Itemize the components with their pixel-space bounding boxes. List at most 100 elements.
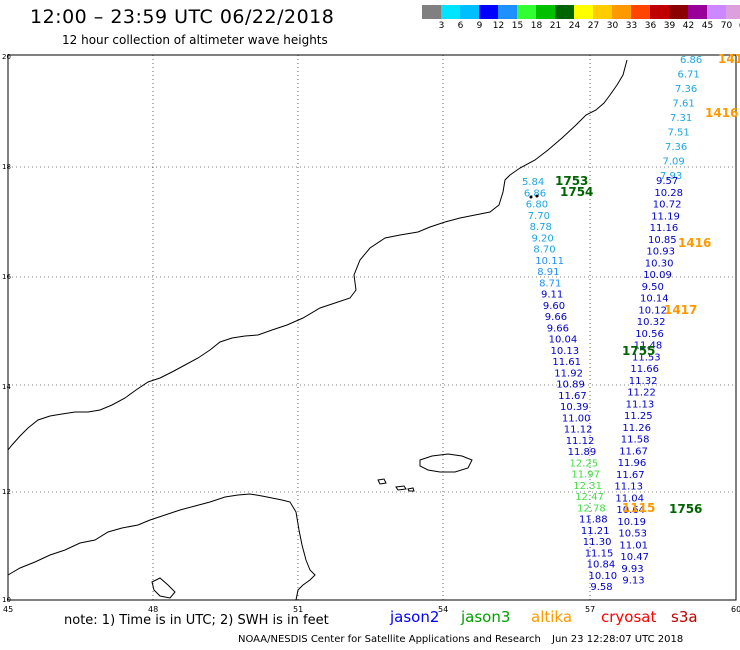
legend-label: 6 xyxy=(457,21,464,31)
wave-height-label: 11.32 xyxy=(629,376,658,387)
color-legend xyxy=(422,5,740,19)
wave-height-label: 7.93 xyxy=(660,171,682,182)
legend-swatch xyxy=(669,5,688,19)
legend-label: 42 xyxy=(682,21,695,31)
y-tick-label: 12 xyxy=(2,488,11,496)
wave-height-label: 10.14 xyxy=(640,294,669,305)
wave-height-label: 11.26 xyxy=(622,423,651,434)
wave-height-label: 11.00 xyxy=(562,413,591,424)
observation-time-label: 1417 xyxy=(664,303,697,317)
legend-label: 24 xyxy=(568,21,581,31)
wave-height-label: 11.58 xyxy=(621,435,650,446)
y-tick-label: 10 xyxy=(2,596,11,604)
observation-time-label: 1416 xyxy=(705,106,738,120)
legend-label: 18 xyxy=(530,21,543,31)
observation-time-label: 1753 xyxy=(555,174,588,188)
wave-height-label: 9.13 xyxy=(622,576,644,587)
wave-height-label: 9.66 xyxy=(545,312,567,323)
legend-swatch xyxy=(574,5,593,19)
legend-label: 30 xyxy=(606,21,619,31)
x-tick-label: 45 xyxy=(3,605,13,614)
wave-height-label: 8.71 xyxy=(539,278,561,289)
sat-label-cryosat: cryosat xyxy=(601,608,657,626)
wave-height-label: 6.80 xyxy=(526,200,548,211)
wave-height-label: 10.64 xyxy=(616,505,645,516)
wave-height-label: 10.12 xyxy=(638,305,667,316)
wave-height-label: 9.50 xyxy=(642,282,664,293)
wave-height-label: 10.30 xyxy=(645,258,674,269)
legend-swatch xyxy=(479,5,498,19)
track-point xyxy=(535,194,539,198)
wave-height-label: 11.67 xyxy=(619,446,648,457)
wave-height-label: 10.28 xyxy=(654,188,683,199)
wave-height-label: 10.11 xyxy=(535,256,564,267)
wave-height-label: 12.25 xyxy=(570,458,599,469)
coastline-south xyxy=(7,493,316,601)
wave-height-label: 11.15 xyxy=(585,548,614,559)
legend-label: 70 xyxy=(720,21,733,31)
legend-swatch xyxy=(536,5,555,19)
wave-height-label: 11.89 xyxy=(568,447,597,458)
island-small-2 xyxy=(395,485,407,491)
lake-coast xyxy=(151,577,176,599)
wave-height-label: 11.22 xyxy=(627,388,656,399)
wave-height-label: 8.70 xyxy=(533,245,555,256)
legend-swatch xyxy=(631,5,650,19)
legend-swatch xyxy=(460,5,479,19)
wave-height-label: 11.12 xyxy=(564,425,593,436)
wave-height-label: 7.51 xyxy=(668,128,690,139)
sat-label-jason3: jason3 xyxy=(461,608,511,626)
wave-height-label: 11.30 xyxy=(583,537,612,548)
wave-height-label: 7.70 xyxy=(528,211,550,222)
wave-height-label: 11.67 xyxy=(616,470,645,481)
coastline xyxy=(7,59,628,451)
legend-swatch xyxy=(612,5,631,19)
wave-height-label: 10.85 xyxy=(648,235,677,246)
footer-timestamp: Jun 23 12:28:07 UTC 2018 xyxy=(552,634,684,645)
legend-label: 45 xyxy=(701,21,714,31)
map-title: 12:00 – 23:59 UTC 06/22/2018 xyxy=(30,6,335,28)
map-note: note: 1) Time is in UTC; 2) SWH is in fe… xyxy=(64,613,329,628)
wave-height-label: 11.13 xyxy=(626,399,655,410)
sat-label-s3a: s3a xyxy=(671,608,698,626)
legend-label: 36 xyxy=(644,21,657,31)
wave-height-label: 11.19 xyxy=(651,211,680,222)
wave-height-label: 10.93 xyxy=(646,247,675,258)
x-tick-label: 48 xyxy=(148,605,158,614)
y-tick-label: 18 xyxy=(2,163,11,171)
legend-label: 21 xyxy=(549,21,562,31)
island-small-1 xyxy=(377,478,387,485)
observation-time-label: 1756 xyxy=(669,502,702,516)
legend-swatch xyxy=(707,5,726,19)
legend-label: (ft) xyxy=(736,21,740,31)
wave-height-label: 9.93 xyxy=(621,564,643,575)
wave-height-label: 11.25 xyxy=(624,411,653,422)
wave-height-label: 10.89 xyxy=(556,380,585,391)
wave-height-label: 11.21 xyxy=(581,526,610,537)
wave-height-label: 10.09 xyxy=(643,270,672,281)
legend-swatch xyxy=(498,5,517,19)
wave-height-label: 11.88 xyxy=(579,515,608,526)
legend-label: 3 xyxy=(438,21,445,31)
wave-height-label: 11.97 xyxy=(571,470,600,481)
legend-swatch xyxy=(650,5,669,19)
y-tick-label: 20 xyxy=(2,53,11,61)
legend-swatch xyxy=(593,5,612,19)
wave-height-label: 10.53 xyxy=(618,529,647,540)
legend-label: 39 xyxy=(663,21,676,31)
observation-time-label: 1115 xyxy=(622,501,655,515)
legend-swatch xyxy=(555,5,574,19)
wave-height-label: 11.66 xyxy=(630,364,659,375)
wave-height-label: 11.12 xyxy=(566,436,595,447)
wave-height-label: 11.96 xyxy=(618,458,647,469)
wave-height-label: 10.10 xyxy=(589,571,618,582)
wave-height-label: 7.09 xyxy=(663,157,685,168)
gridlines xyxy=(8,55,736,600)
x-tick-label: 54 xyxy=(438,605,448,614)
wave-height-label: 9.60 xyxy=(543,301,565,312)
wave-height-label: 11.04 xyxy=(615,493,644,504)
wave-height-label: 10.72 xyxy=(653,200,682,211)
wave-height-label: 11.16 xyxy=(650,223,679,234)
